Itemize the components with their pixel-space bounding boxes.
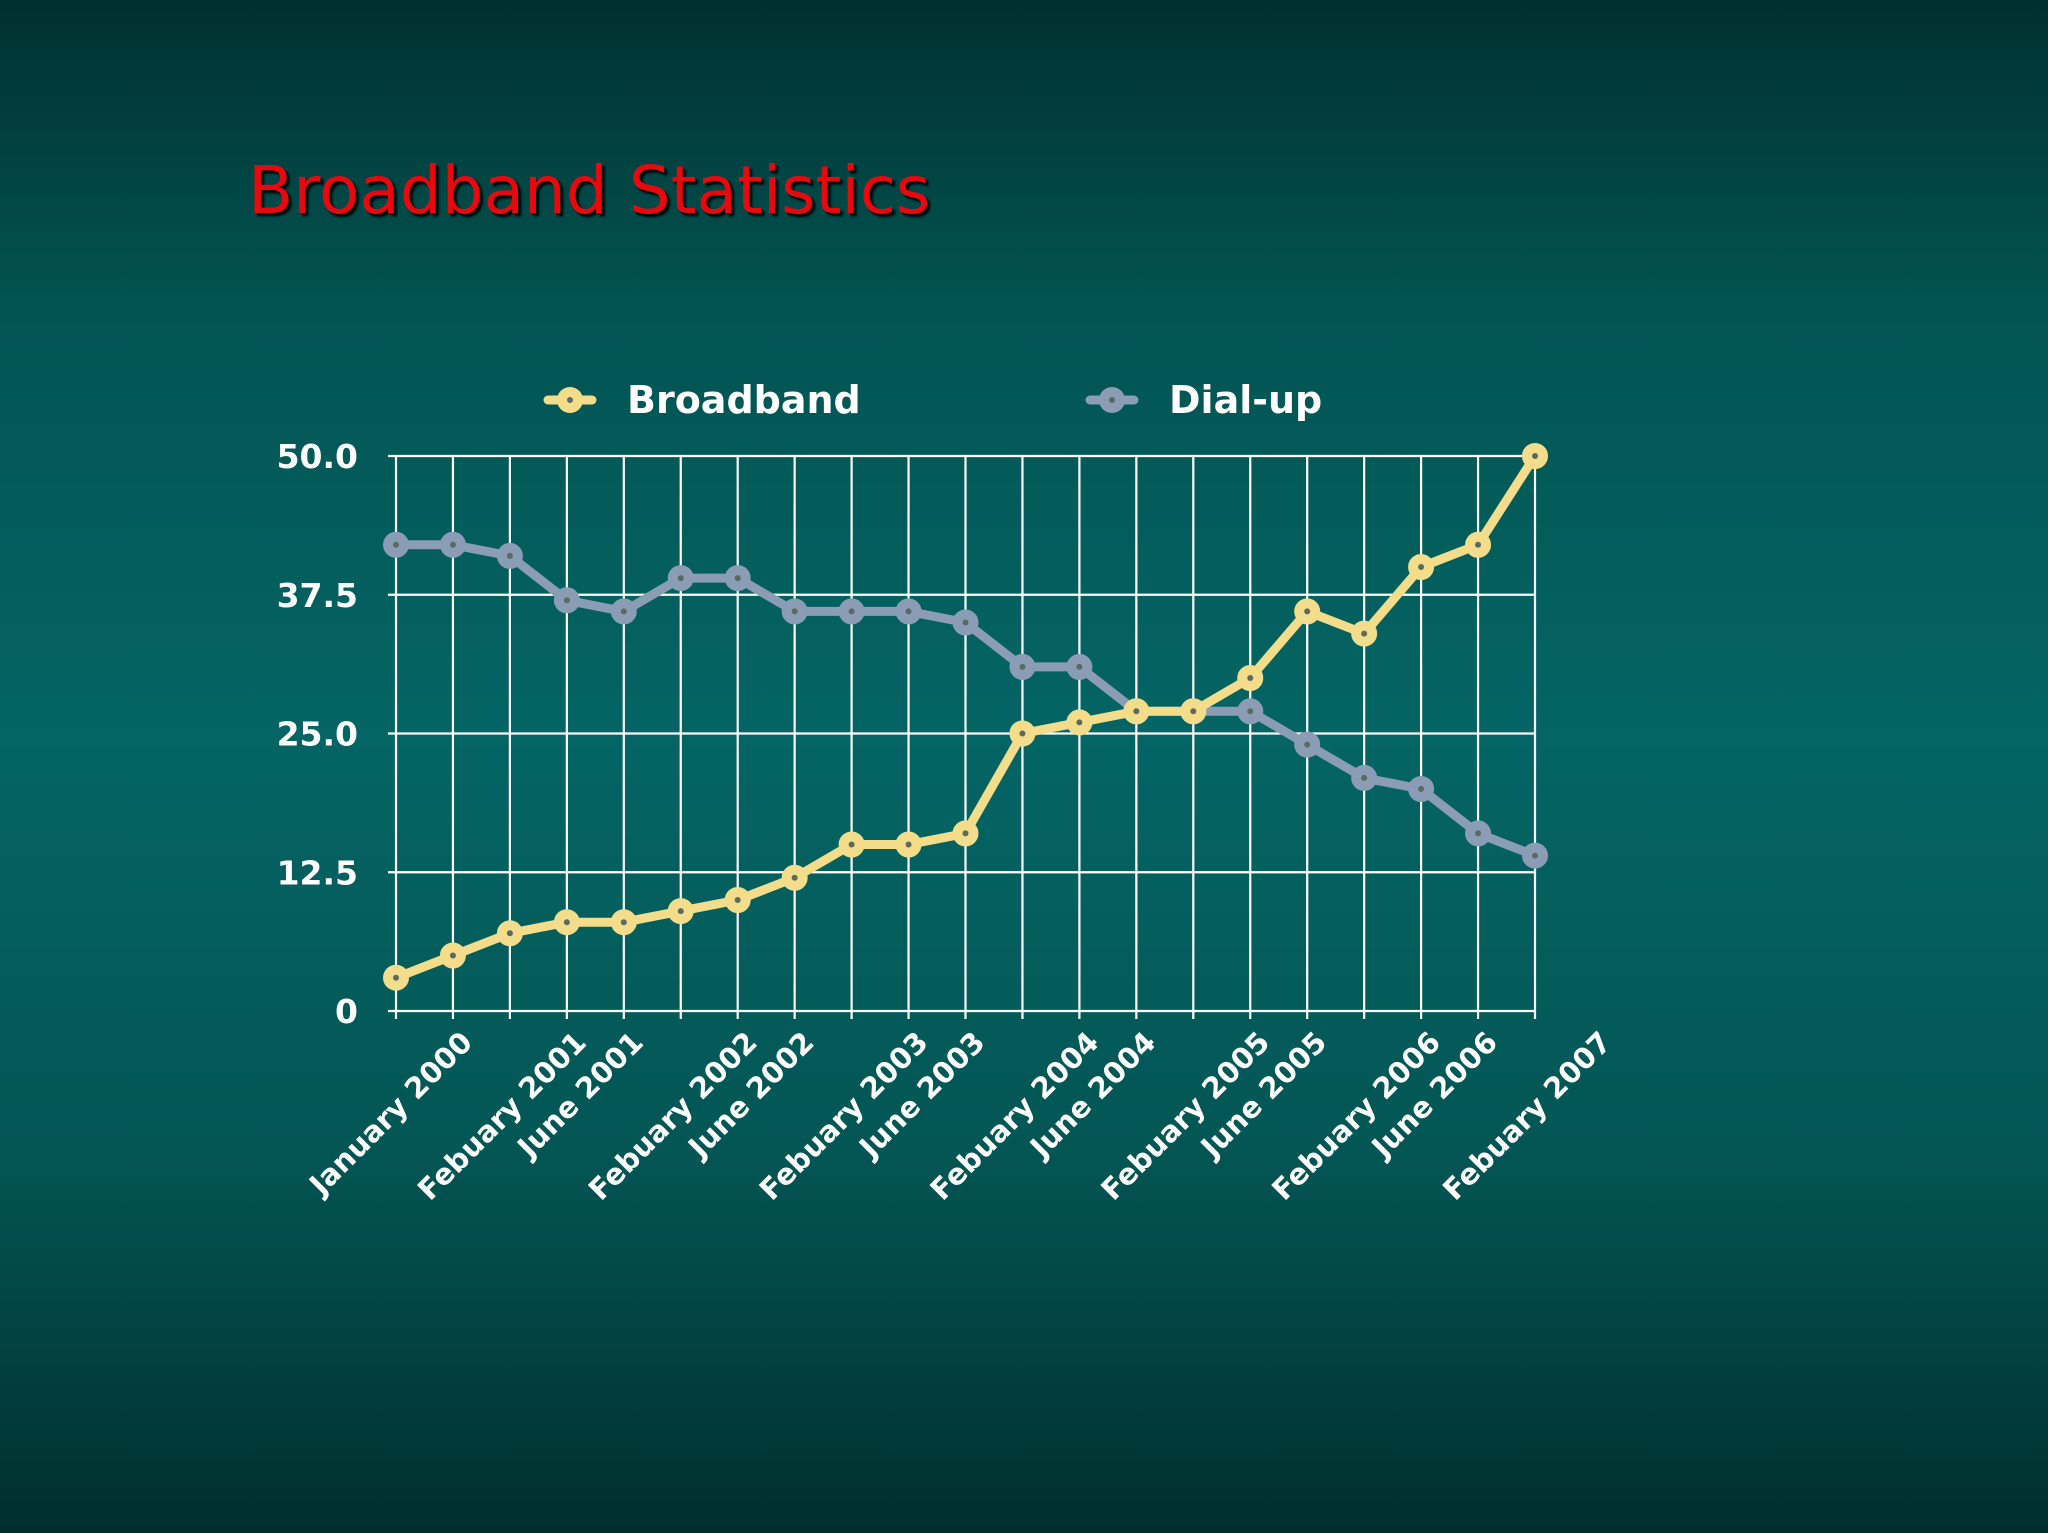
data-point-center xyxy=(620,608,627,615)
data-point-center xyxy=(1475,541,1482,548)
data-point-center xyxy=(620,919,627,926)
data-point-center xyxy=(677,908,684,915)
legend-point-center xyxy=(1109,397,1115,403)
data-point-center xyxy=(1133,708,1140,715)
data-point-center xyxy=(1361,630,1368,637)
chart-grid xyxy=(388,454,1537,1019)
y-tick-label: 37.5 xyxy=(277,576,358,615)
data-point-center xyxy=(393,974,399,981)
data-point-center xyxy=(1247,675,1254,681)
data-point-center xyxy=(734,897,741,903)
data-point-center xyxy=(905,841,912,848)
y-tick-label: 0 xyxy=(335,992,358,1031)
data-point-center xyxy=(1190,708,1197,715)
data-point-center xyxy=(962,619,969,626)
legend-item-dial-up: Dial-up xyxy=(1085,378,1322,422)
data-point-center xyxy=(1361,774,1368,781)
y-tick-label: 12.5 xyxy=(277,853,358,892)
data-point-center xyxy=(791,874,798,881)
data-point-center xyxy=(393,541,399,548)
data-point-center xyxy=(848,841,855,848)
y-tick-label: 25.0 xyxy=(277,715,358,754)
data-point-center xyxy=(905,608,912,615)
legend-label: Dial-up xyxy=(1169,378,1322,422)
data-point-center xyxy=(1304,608,1311,615)
data-point-center xyxy=(677,575,684,582)
data-point-center xyxy=(1418,564,1425,570)
data-point-center xyxy=(563,597,570,604)
series-broadband xyxy=(383,443,1548,991)
data-point-center xyxy=(1019,663,1026,670)
data-point-center xyxy=(848,608,855,615)
data-point-center xyxy=(1019,730,1026,737)
data-point-center xyxy=(449,952,456,959)
data-point-center xyxy=(734,575,741,582)
data-point-center xyxy=(1475,830,1482,837)
data-point-center xyxy=(1418,786,1425,792)
data-point-center xyxy=(1532,852,1538,859)
chart-series xyxy=(383,443,1548,991)
data-point-center xyxy=(506,552,513,559)
legend-item-broadband: Broadband xyxy=(543,378,861,422)
data-point-center xyxy=(1532,453,1538,459)
data-point-center xyxy=(1076,719,1083,726)
data-point-center xyxy=(1247,708,1254,715)
legend-label: Broadband xyxy=(627,378,861,422)
data-point-center xyxy=(506,930,513,937)
data-point-center xyxy=(1304,741,1311,748)
y-tick-label: 50.0 xyxy=(277,437,358,476)
y-axis-ticks: 0 12.5 25.0 37.5 50.0 xyxy=(277,437,358,1031)
data-point-center xyxy=(1076,663,1083,670)
slide-title: Broadband Statistics xyxy=(248,152,931,229)
chart-legend: Broadband Dial-up xyxy=(543,378,1322,422)
data-point-center xyxy=(791,608,798,615)
data-point-center xyxy=(449,541,456,548)
legend-point-center xyxy=(567,397,573,403)
data-point-center xyxy=(563,919,570,926)
data-point-center xyxy=(962,830,969,837)
